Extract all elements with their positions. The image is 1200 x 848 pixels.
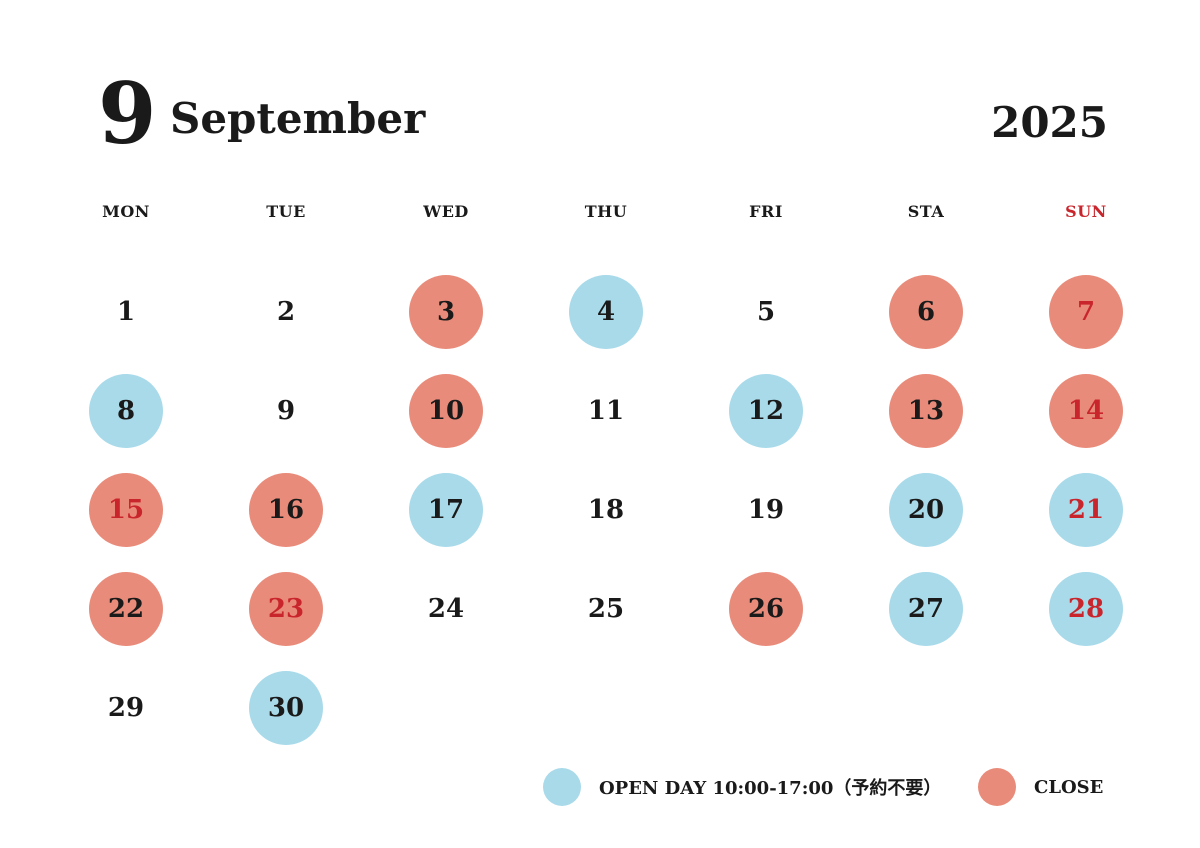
calendar-cell: 25: [526, 559, 686, 658]
month-number: 9: [98, 64, 157, 163]
calendar-cell: 24: [366, 559, 526, 658]
calendar-day-12: 12: [729, 373, 803, 448]
calendar-cell: 20: [846, 460, 1006, 559]
calendar-cell: 6: [846, 262, 1006, 361]
calendar-day-22: 22: [89, 571, 163, 646]
calendar-cell: 23: [206, 559, 366, 658]
calendar-day-20: 20: [889, 472, 963, 547]
calendar-cell: 15: [46, 460, 206, 559]
calendar-day-2: 2: [276, 296, 296, 327]
calendar-cell: 28: [1006, 559, 1166, 658]
calendar-day-24: 24: [427, 593, 465, 624]
calendar-cell: 9: [206, 361, 366, 460]
calendar-day-13: 13: [889, 373, 963, 448]
calendar-grid: 1 2 3 4 5 6 7 8 9 10 11 12 13 14 15 16 17 18 19 20 21 22 23 24 2…: [46, 262, 1166, 757]
calendar-day-29: 29: [107, 692, 145, 723]
legend-close-label: CLOSE: [1034, 776, 1104, 798]
calendar-cell: 18: [526, 460, 686, 559]
calendar-day-16: 16: [249, 472, 323, 547]
calendar-cell: 13: [846, 361, 1006, 460]
calendar-day-6: 6: [889, 274, 963, 349]
open-dot-icon: [543, 768, 581, 806]
calendar-cell: 30: [206, 658, 366, 757]
calendar-cell: 3: [366, 262, 526, 361]
calendar-cell: 16: [206, 460, 366, 559]
calendar-cell: 1: [46, 262, 206, 361]
calendar-day-15: 15: [89, 472, 163, 547]
legend-close: CLOSE: [978, 768, 1103, 806]
calendar-day-26: 26: [729, 571, 803, 646]
calendar-day-27: 27: [889, 571, 963, 646]
calendar-day-1: 1: [116, 296, 136, 327]
calendar-cell: 2: [206, 262, 366, 361]
weekday-header-row: MON TUE WED THU FRI STA SUN: [46, 202, 1166, 221]
calendar-day-7: 7: [1049, 274, 1123, 349]
weekday-mon: MON: [102, 202, 150, 221]
calendar-day-28: 28: [1049, 571, 1123, 646]
calendar-cell: 17: [366, 460, 526, 559]
calendar-cell: 26: [686, 559, 846, 658]
calendar-day-23: 23: [249, 571, 323, 646]
calendar-cell: 14: [1006, 361, 1166, 460]
calendar-day-21: 21: [1049, 472, 1123, 547]
weekday-sun: SUN: [1065, 202, 1107, 221]
calendar-cell: 7: [1006, 262, 1166, 361]
calendar-cell: 21: [1006, 460, 1166, 559]
calendar-cell: 8: [46, 361, 206, 460]
calendar-day-17: 17: [409, 472, 483, 547]
calendar-cell: 27: [846, 559, 1006, 658]
legend-open: OPEN DAY 10:00-17:00（予約不要）: [543, 768, 941, 806]
calendar-day-10: 10: [409, 373, 483, 448]
calendar-day-9: 9: [276, 395, 296, 426]
calendar-day-14: 14: [1049, 373, 1123, 448]
calendar-cell: 10: [366, 361, 526, 460]
weekday-thu: THU: [584, 202, 628, 221]
calendar-day-3: 3: [409, 274, 483, 349]
calendar-cell: 5: [686, 262, 846, 361]
calendar-day-25: 25: [587, 593, 625, 624]
calendar-cell: 29: [46, 658, 206, 757]
calendar-day-4: 4: [569, 274, 643, 349]
calendar-day-18: 18: [587, 494, 625, 525]
year: 2025: [991, 98, 1108, 147]
calendar-day-8: 8: [89, 373, 163, 448]
calendar-cell: 4: [526, 262, 686, 361]
weekday-wed: WED: [423, 202, 469, 221]
weekday-tue: TUE: [266, 202, 306, 221]
calendar-day-5: 5: [756, 296, 776, 327]
calendar-cell: 22: [46, 559, 206, 658]
calendar-day-30: 30: [249, 670, 323, 745]
weekday-fri: FRI: [749, 202, 783, 221]
month-name: September: [170, 94, 426, 143]
calendar-cell: 12: [686, 361, 846, 460]
calendar-day-19: 19: [747, 494, 785, 525]
calendar-cell: 11: [526, 361, 686, 460]
weekday-sat: STA: [907, 202, 945, 221]
legend-open-label: OPEN DAY 10:00-17:00（予約不要）: [599, 778, 942, 799]
calendar-day-11: 11: [587, 395, 625, 426]
calendar-cell: 19: [686, 460, 846, 559]
close-dot-icon: [978, 768, 1016, 806]
